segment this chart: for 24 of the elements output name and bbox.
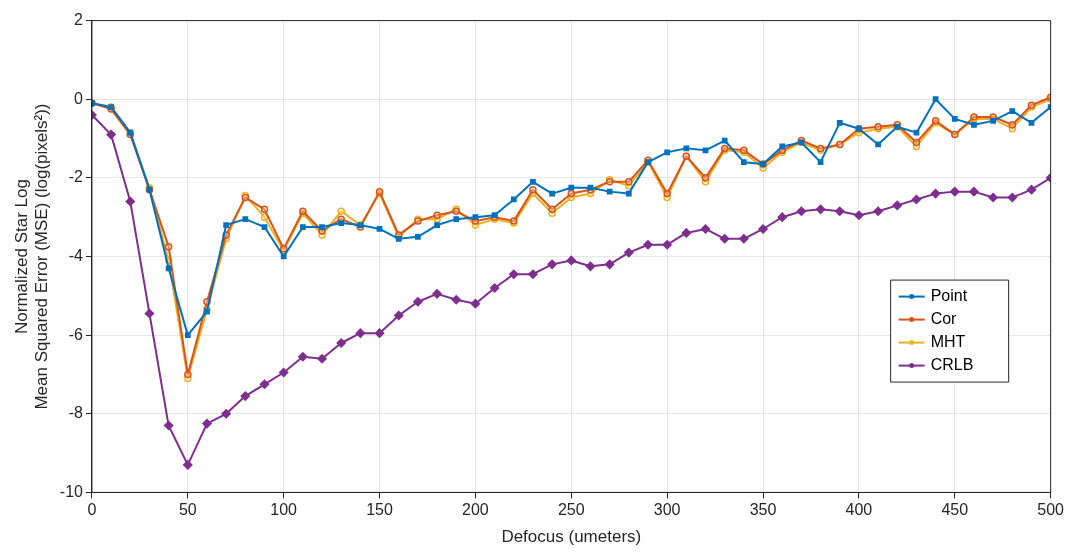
legend-label: Point xyxy=(930,287,968,304)
y-tick-label: -10 xyxy=(59,482,84,500)
legend-label: CRLB xyxy=(930,356,974,373)
x-axis-title: Defocus (umeters) xyxy=(501,527,642,547)
y-tick-label: -8 xyxy=(68,404,84,422)
x-tick-label: 400 xyxy=(845,501,873,519)
x-tick-label: 50 xyxy=(178,501,197,519)
x-tick-label: 100 xyxy=(270,501,298,519)
y-tick-label: 2 xyxy=(74,11,84,29)
x-tick-label: 250 xyxy=(557,501,585,519)
x-tick-label: 300 xyxy=(653,501,681,519)
x-tick-label: 350 xyxy=(749,501,777,519)
y-tick-label: -2 xyxy=(68,168,84,186)
y-axis-title: Normalized Star Log Mean Squared Error (MSE) (log(pixels²)) xyxy=(11,103,52,410)
y-tick-label: 0 xyxy=(74,89,84,107)
x-tick-label: 200 xyxy=(462,501,489,519)
x-tick-label: 150 xyxy=(366,501,393,519)
y-tick-label: -4 xyxy=(68,246,84,264)
legend-label: MHT xyxy=(930,333,966,350)
x-tick-label: 450 xyxy=(941,501,969,519)
x-tick-label: 0 xyxy=(87,501,97,519)
y-tick-label: -6 xyxy=(68,325,84,343)
x-tick-label: 500 xyxy=(1037,501,1065,519)
legend-label: Cor xyxy=(930,310,958,327)
